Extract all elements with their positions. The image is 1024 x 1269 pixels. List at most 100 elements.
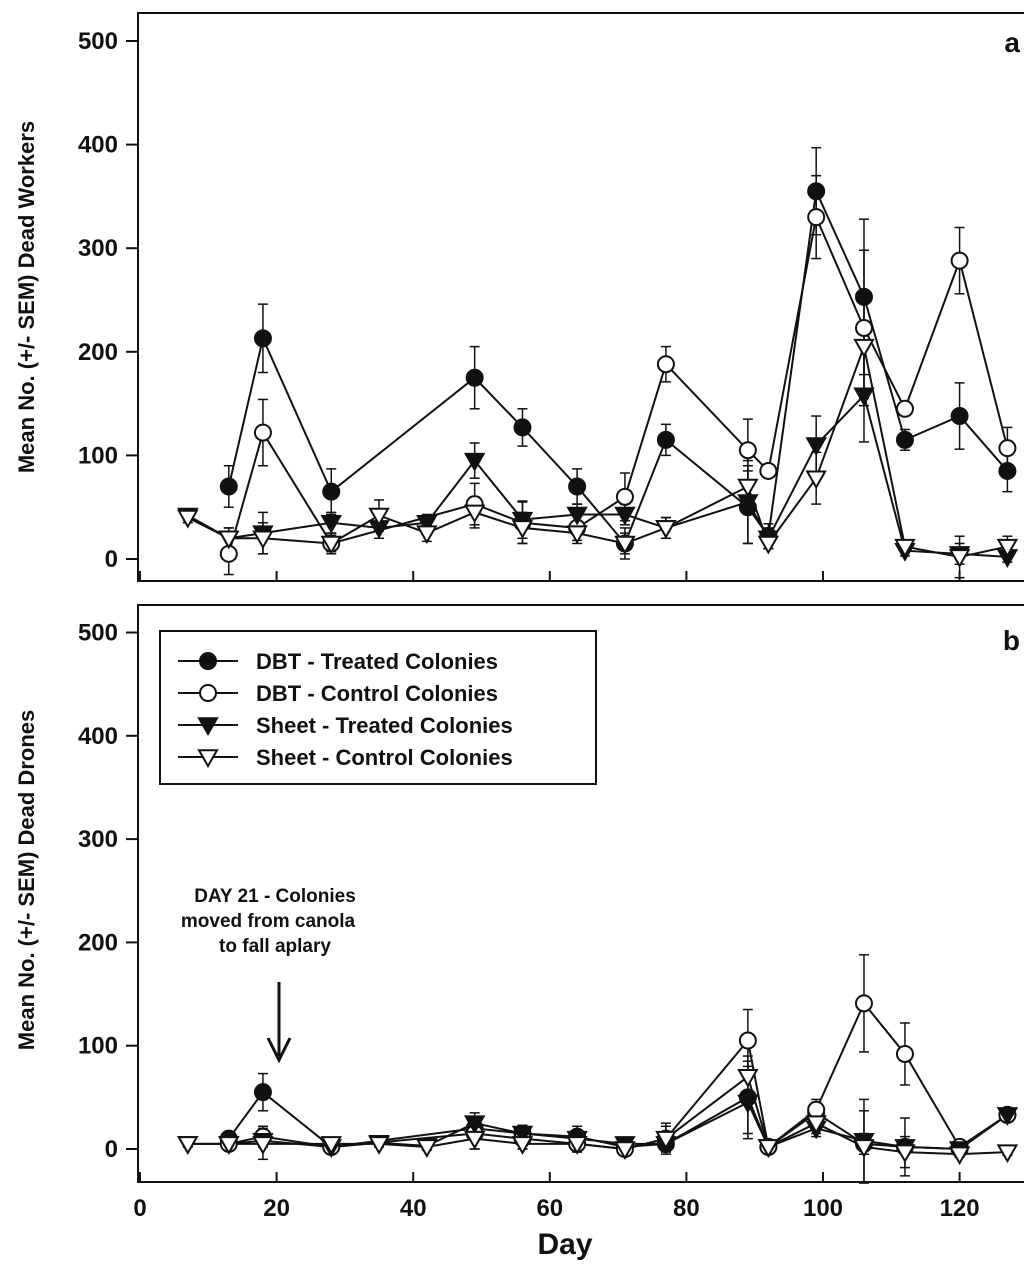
panel-b-drones: b Mean No. (+/- SEM) Dead Drones Day 0 10… (14, 604, 1024, 1261)
data-point (322, 482, 341, 501)
data-point (950, 407, 969, 426)
series-line (187, 1075, 1008, 1156)
data-point (511, 520, 534, 539)
series-line (187, 342, 1008, 558)
data-point (218, 1136, 240, 1155)
data-point (566, 506, 588, 526)
y-tick-label: 200 (78, 929, 118, 956)
data-point (853, 1139, 875, 1158)
series-2 (182, 1065, 1013, 1183)
legend-marker (199, 652, 217, 670)
panel-b-letter: b (1003, 625, 1020, 656)
data-point (998, 439, 1017, 458)
y-tick-label: 0 (105, 1136, 118, 1163)
data-point (854, 287, 873, 306)
series-1 (223, 954, 1013, 1155)
data-point (948, 549, 971, 568)
series-1-markers (219, 994, 1017, 1158)
data-point (463, 1115, 486, 1135)
data-point (320, 535, 342, 555)
data-point (511, 1136, 534, 1155)
panel-b-series (177, 954, 1019, 1184)
data-point (253, 329, 272, 348)
data-point (738, 1031, 757, 1050)
y-tick-label: 300 (78, 826, 118, 853)
legend-label: Sheet - Control Colonies (256, 745, 513, 770)
data-point (463, 1130, 486, 1150)
data-point (950, 251, 969, 270)
data-point (416, 514, 438, 534)
data-point (996, 1107, 1019, 1126)
data-point (805, 1115, 827, 1135)
panel-a-frame (137, 12, 1024, 582)
data-point (757, 1139, 780, 1158)
panel-b-xlabel: Day (537, 1228, 592, 1261)
legend-label: DBT - Control Colonies (256, 681, 498, 706)
data-point (416, 1139, 438, 1158)
legend-box (159, 630, 597, 785)
panel-a-series (177, 146, 1019, 579)
data-point (463, 452, 486, 472)
series-line (227, 187, 1009, 546)
x-tick-label: 0 (133, 1195, 146, 1222)
y-tick-label: 200 (78, 339, 118, 366)
data-point (416, 525, 438, 545)
data-point (465, 368, 484, 387)
series-3-markers (177, 1068, 1019, 1166)
panel-a-axes: 0 100 200 300 400 500 (78, 28, 961, 581)
x-tick-label: 80 (673, 1195, 700, 1222)
data-point (568, 477, 587, 496)
data-point (853, 387, 875, 407)
data-point (252, 530, 274, 550)
day21-annotation: DAY 21 - Colonies moved from canola to f… (181, 886, 356, 1064)
data-point (895, 399, 914, 418)
data-point (253, 423, 272, 442)
data-point (513, 418, 532, 437)
data-point (996, 1144, 1019, 1164)
series-line (187, 393, 1008, 558)
data-point (895, 430, 914, 449)
data-point (656, 355, 675, 374)
legend-label: Sheet - Treated Colonies (256, 713, 513, 738)
data-point (177, 1136, 199, 1155)
annotation-line-1: DAY 21 - Colonies (194, 886, 356, 907)
data-point (854, 318, 873, 337)
data-point (854, 994, 873, 1013)
x-tick-label: 20 (263, 1195, 290, 1222)
data-point (320, 514, 342, 534)
annotation-arrow-head (266, 1037, 292, 1064)
data-point (853, 338, 875, 358)
data-point (759, 461, 778, 480)
x-tick-label: 60 (536, 1195, 563, 1222)
x-tick-label: 120 (940, 1195, 980, 1222)
data-point (252, 1136, 274, 1155)
series-2-markers (177, 1094, 1019, 1161)
y-tick-label: 500 (78, 620, 118, 647)
data-point (511, 1125, 534, 1145)
data-point (894, 1144, 916, 1164)
data-point (566, 525, 588, 545)
annotation-line-2: moved from canola (181, 911, 356, 932)
data-point (807, 1100, 826, 1119)
panel-b-ylabel: Mean No. (+/- SEM) Dead Drones (14, 710, 39, 1050)
y-tick-label: 300 (78, 235, 118, 262)
data-point (805, 470, 827, 490)
y-tick-label: 100 (78, 442, 118, 469)
series-3-markers (177, 338, 1019, 568)
data-point (177, 509, 199, 529)
series-line (228, 1001, 1008, 1151)
panel-a-workers: a Mean No. (+/- SEM) Dead Workers 0 100 20… (14, 12, 1024, 582)
y-tick-label: 0 (105, 546, 118, 573)
data-point (218, 530, 240, 550)
data-point (895, 1044, 914, 1063)
data-point (807, 182, 826, 201)
x-tick-label: 100 (803, 1195, 843, 1222)
legend: DBT - Treated Colonies DBT - Control Colo… (159, 630, 597, 785)
data-point (614, 535, 636, 555)
panel-b-frame (137, 604, 1024, 1183)
data-point (320, 1136, 342, 1155)
y-tick-label: 400 (78, 723, 118, 750)
series-line (227, 213, 1009, 555)
series-3 (182, 1055, 1013, 1184)
